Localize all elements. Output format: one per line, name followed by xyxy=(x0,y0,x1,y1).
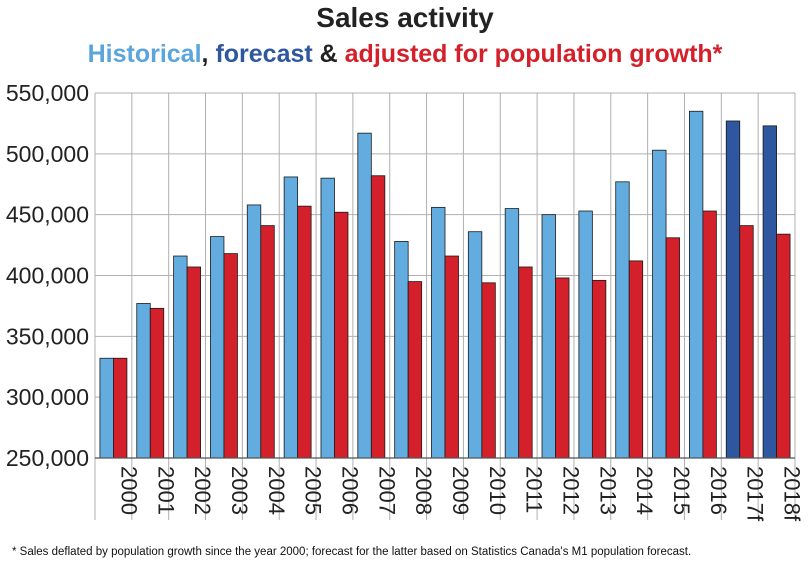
bar-sales xyxy=(210,236,225,459)
bar-adjusted xyxy=(297,205,312,459)
x-tick-label: 2001 xyxy=(153,466,178,515)
y-tick-label: 550,000 xyxy=(6,80,89,106)
bar-sales xyxy=(246,204,262,459)
x-tick-label: 2009 xyxy=(448,466,473,515)
y-tick-label: 250,000 xyxy=(6,445,89,471)
bar-sales xyxy=(136,303,151,459)
bar-sales xyxy=(615,181,630,459)
x-tick-label: 2013 xyxy=(595,466,620,515)
bar-adjusted xyxy=(149,307,165,459)
bar-sales xyxy=(99,357,114,459)
y-tick-label: 500,000 xyxy=(6,141,89,167)
subtitle-ampersand: & xyxy=(312,40,345,68)
bar-sales xyxy=(173,255,188,459)
x-tick-label: 2000 xyxy=(116,466,141,515)
bar-sales xyxy=(578,210,593,459)
subtitle-adjusted: adjusted for population growth* xyxy=(344,40,723,68)
y-tick-label: 350,000 xyxy=(6,323,89,349)
bar-adjusted xyxy=(628,260,644,459)
bar-sales xyxy=(504,208,520,459)
bar-sales xyxy=(725,120,741,459)
bar-adjusted xyxy=(518,266,533,459)
x-tick-label: 2008 xyxy=(411,466,436,515)
bar-sales xyxy=(394,241,409,459)
y-tick-label: 300,000 xyxy=(6,384,89,410)
bar-adjusted xyxy=(407,281,423,459)
footnote: * Sales deflated by population growth si… xyxy=(12,546,692,558)
x-tick-label: 2007 xyxy=(374,466,399,515)
bar-sales xyxy=(541,214,556,459)
y-tick-label: 450,000 xyxy=(6,202,89,228)
x-tick-label: 2014 xyxy=(632,466,657,515)
subtitle-historical: Historical xyxy=(87,40,202,68)
bar-adjusted xyxy=(555,277,570,459)
x-tick-label: 2004 xyxy=(264,466,289,515)
x-tick-label: 2012 xyxy=(559,466,584,515)
bar-sales xyxy=(283,176,299,459)
x-tick-label: 2015 xyxy=(669,466,694,515)
chart-title: Sales activity xyxy=(316,2,494,33)
x-tick-label: 2016 xyxy=(706,466,731,515)
x-tick-label: 2003 xyxy=(227,466,252,515)
x-tick-label: 2018f xyxy=(780,466,805,522)
x-tick-label: 2002 xyxy=(190,466,215,515)
x-tick-label: 2010 xyxy=(485,466,510,515)
x-tick-label: 2011 xyxy=(522,466,547,513)
bar-sales xyxy=(762,125,777,459)
bar-adjusted xyxy=(591,279,607,459)
bar-adjusted xyxy=(665,237,680,459)
x-tick-label: 2017f xyxy=(743,466,768,522)
bar-adjusted xyxy=(702,210,717,459)
y-tick-label: 400,000 xyxy=(6,263,89,289)
bar-adjusted xyxy=(186,266,202,459)
bar-adjusted xyxy=(444,255,459,459)
bar-sales xyxy=(688,110,704,459)
bar-adjusted xyxy=(113,357,128,459)
bar-adjusted xyxy=(260,225,275,459)
bar-adjusted xyxy=(481,282,496,459)
bar-adjusted xyxy=(739,225,754,459)
chart-subtitle: Historical, forecast & adjusted for popu… xyxy=(0,40,810,69)
subtitle-forecast: forecast xyxy=(215,40,313,68)
bar-adjusted xyxy=(370,175,386,459)
bar-sales xyxy=(320,177,335,459)
subtitle-comma: , xyxy=(201,40,216,68)
bar-adjusted xyxy=(334,211,349,459)
bar-sales xyxy=(431,206,446,459)
bar-adjusted xyxy=(223,253,238,459)
x-tick-label: 2006 xyxy=(337,466,362,515)
bar-adjusted xyxy=(776,233,791,459)
bar-sales xyxy=(357,132,372,459)
bar-sales xyxy=(652,149,667,459)
bar-sales xyxy=(467,231,483,459)
x-tick-label: 2005 xyxy=(301,466,326,515)
